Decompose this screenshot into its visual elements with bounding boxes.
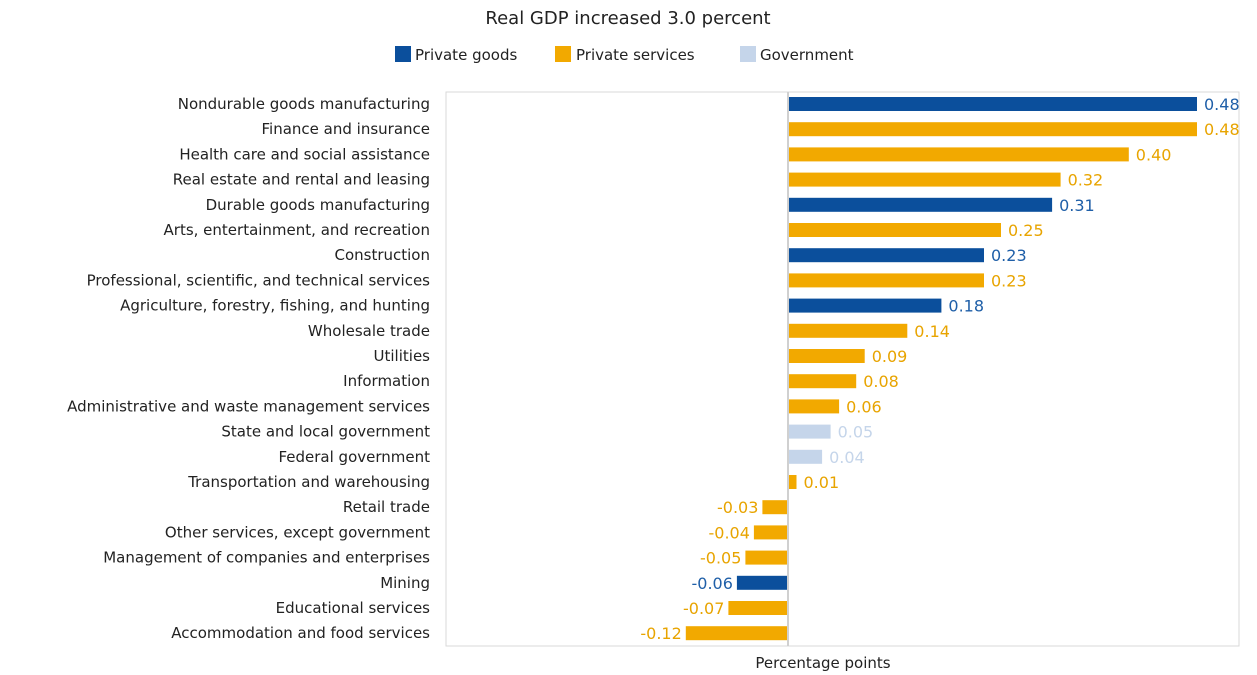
- category-label: Arts, entertainment, and recreation: [164, 221, 430, 239]
- bar: [745, 550, 788, 565]
- category-label: Transportation and warehousing: [187, 473, 430, 491]
- bar: [788, 349, 865, 363]
- bar: [685, 626, 788, 641]
- bar: [788, 475, 797, 489]
- value-label: 0.23: [991, 246, 1027, 265]
- plot-area-frame: [445, 91, 1240, 647]
- bar: [788, 449, 823, 464]
- chart-legend: Private goods Private services Government: [395, 46, 854, 64]
- x-axis-title: Percentage points: [755, 654, 890, 672]
- bar: [788, 273, 984, 288]
- bar: [788, 223, 1001, 237]
- category-label: Health care and social assistance: [179, 145, 430, 163]
- value-label: -0.07: [683, 599, 724, 618]
- bar: [788, 248, 984, 263]
- category-label: State and local government: [221, 423, 430, 441]
- category-label: Educational services: [276, 599, 431, 617]
- bars-group: [685, 97, 1197, 641]
- value-label: 0.05: [838, 423, 874, 442]
- bar: [788, 97, 1197, 111]
- value-label: 0.18: [948, 297, 984, 316]
- category-label: Durable goods manufacturing: [206, 196, 430, 214]
- value-label: 0.32: [1068, 171, 1104, 190]
- bar: [788, 197, 1053, 212]
- category-label: Federal government: [278, 448, 430, 466]
- chart-title: Real GDP increased 3.0 percent: [485, 8, 770, 29]
- bar: [788, 147, 1129, 162]
- bar: [736, 575, 788, 590]
- value-label: 0.25: [1008, 221, 1044, 240]
- value-label: 0.48: [1204, 120, 1240, 139]
- bar: [753, 525, 788, 540]
- category-label: Other services, except government: [165, 523, 430, 541]
- value-label: -0.03: [717, 498, 758, 517]
- value-label: 0.14: [914, 322, 950, 341]
- legend-swatch-government: [740, 46, 756, 62]
- legend-swatch-private-services: [555, 46, 571, 62]
- category-label: Utilities: [374, 347, 431, 365]
- value-labels: 0.48 0.48 0.40 0.32 0.31 0.25 0.23 0.23 0.18 0.14…: [640, 95, 1239, 643]
- category-label: Finance and insurance: [262, 120, 430, 138]
- value-label: 0.04: [829, 448, 865, 467]
- value-label: 0.08: [863, 372, 899, 391]
- value-label: -0.04: [708, 523, 749, 542]
- value-label: 0.23: [991, 271, 1027, 290]
- legend-label-private-goods: Private goods: [415, 46, 517, 64]
- value-label: 0.48: [1204, 95, 1240, 114]
- value-label: -0.06: [691, 574, 732, 593]
- bar: [788, 374, 857, 389]
- bar: [728, 601, 788, 615]
- category-label: Mining: [380, 574, 430, 592]
- bar: [762, 500, 788, 515]
- category-label: Wholesale trade: [308, 322, 430, 340]
- category-label: Information: [343, 372, 430, 390]
- value-label: -0.05: [700, 549, 741, 568]
- category-label: Administrative and waste management serv…: [67, 397, 430, 415]
- value-label: 0.31: [1059, 196, 1095, 215]
- legend-label-government: Government: [760, 46, 854, 64]
- bar: [788, 122, 1197, 137]
- legend-label-private-services: Private services: [576, 46, 695, 64]
- category-labels: Nondurable goods manufacturing Finance an…: [67, 95, 430, 642]
- category-label: Management of companies and enterprises: [103, 549, 430, 567]
- bar: [788, 399, 840, 414]
- bar: [788, 298, 942, 313]
- category-label: Retail trade: [343, 498, 430, 516]
- bar: [788, 172, 1061, 187]
- category-label: Professional, scientific, and technical …: [87, 271, 431, 289]
- category-label: Nondurable goods manufacturing: [178, 95, 430, 113]
- value-label: 0.06: [846, 397, 882, 416]
- bar: [788, 323, 908, 338]
- category-label: Accommodation and food services: [171, 624, 430, 642]
- category-label: Construction: [334, 246, 430, 264]
- legend-swatch-private-goods: [395, 46, 411, 62]
- value-label: 0.09: [872, 347, 908, 366]
- value-label: 0.01: [804, 473, 840, 492]
- bar: [788, 424, 831, 439]
- value-label: -0.12: [640, 624, 681, 643]
- value-label: 0.40: [1136, 145, 1172, 164]
- category-label: Real estate and rental and leasing: [173, 171, 430, 189]
- category-label: Agriculture, forestry, fishing, and hunt…: [120, 297, 430, 315]
